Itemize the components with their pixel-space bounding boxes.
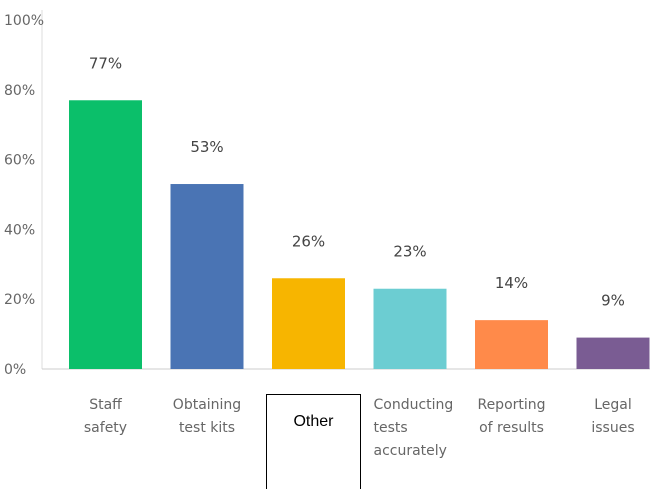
y-tick-label: 40% (4, 222, 35, 238)
bar (170, 184, 244, 369)
y-tick-label: 100% (4, 13, 44, 29)
data-labels: 77% 53% 26% 23% 14% 9% (89, 54, 625, 309)
x-tick-label: Staff safety (84, 397, 127, 436)
y-tick-label: 0% (4, 362, 26, 378)
x-tick-label: Legal issues (591, 397, 634, 436)
data-label: 53% (190, 138, 223, 156)
bar (69, 100, 142, 370)
other-label-box: Other (266, 394, 361, 489)
bar (373, 288, 447, 369)
data-label: 14% (495, 274, 528, 292)
y-tick-label: 80% (4, 83, 35, 99)
other-label: Other (293, 413, 334, 430)
data-label: 26% (292, 232, 325, 250)
y-tick-labels: 0% 20% 40% 60% 80% 100% (4, 13, 44, 378)
bars (69, 100, 650, 370)
data-label: 23% (393, 243, 426, 261)
x-tick-label: Reporting of results (477, 397, 545, 436)
bar (576, 337, 650, 369)
bar (475, 320, 548, 369)
data-label: 9% (601, 292, 625, 310)
y-tick-label: 60% (4, 153, 35, 169)
y-tick-label: 20% (4, 292, 35, 308)
x-tick-label: Obtaining test kits (173, 397, 241, 436)
bar (272, 278, 345, 369)
data-label: 77% (89, 54, 122, 72)
x-tick-label: Conducting tests accurately (374, 397, 454, 459)
category-labels: Staff safety Obtaining test kits Conducting t… (84, 397, 635, 459)
